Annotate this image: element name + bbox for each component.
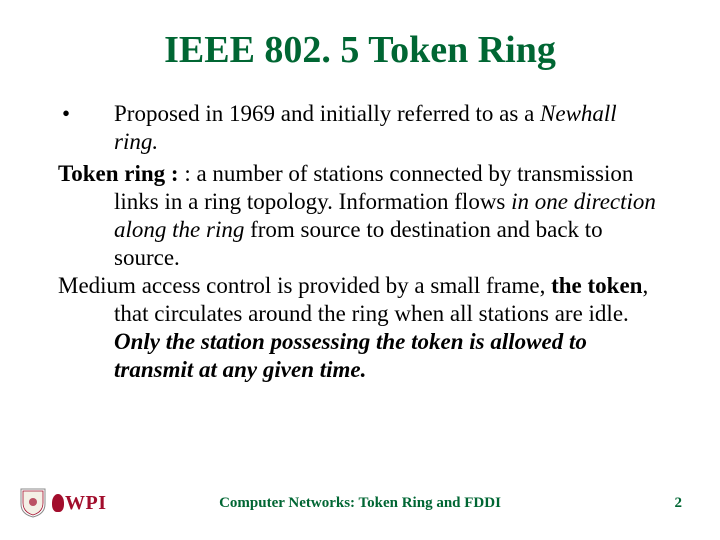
- bullet-3: Medium access control is provided by a s…: [58, 272, 662, 384]
- bullet-1: •Proposed in 1969 and initially referred…: [58, 100, 662, 156]
- bullet-2-run-1: Token ring :: [58, 161, 179, 186]
- slide-title: IEEE 802. 5 Token Ring: [58, 28, 662, 72]
- slide-footer: WPI Computer Networks: Token Ring and FD…: [0, 478, 720, 518]
- bullet-dot-icon: •: [88, 100, 114, 128]
- bullet-2: Token ring : : a number of stations conn…: [58, 160, 662, 272]
- bullet-3-run-4: Only the station possessing the token is…: [114, 329, 587, 382]
- page-number: 2: [675, 495, 683, 512]
- slide: IEEE 802. 5 Token Ring •Proposed in 1969…: [0, 0, 720, 540]
- bullet-1-run-1: Proposed in 1969 and initially referred …: [114, 101, 540, 126]
- bullet-3-run-2: the token: [551, 273, 642, 298]
- bullet-3-run-1: Medium access control is provided by a s…: [58, 273, 551, 298]
- slide-body: •Proposed in 1969 and initially referred…: [58, 100, 662, 384]
- footer-center-text: Computer Networks: Token Ring and FDDI: [0, 495, 720, 512]
